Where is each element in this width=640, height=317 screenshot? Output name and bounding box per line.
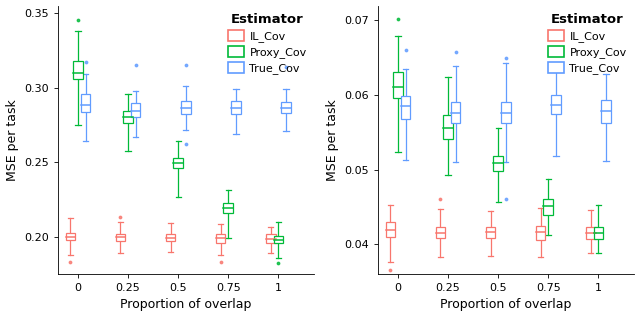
Bar bbox=[116, 234, 125, 241]
Bar bbox=[501, 102, 511, 123]
Bar bbox=[273, 236, 283, 243]
Bar bbox=[266, 234, 276, 243]
Bar bbox=[216, 234, 225, 243]
Bar bbox=[131, 103, 140, 117]
Bar bbox=[401, 96, 410, 119]
Bar bbox=[451, 102, 460, 123]
Bar bbox=[166, 234, 175, 241]
Bar bbox=[586, 227, 596, 239]
Bar bbox=[536, 226, 545, 240]
Bar bbox=[393, 72, 403, 98]
Bar bbox=[601, 100, 611, 123]
Bar bbox=[223, 203, 233, 213]
Bar bbox=[73, 61, 83, 79]
Legend: IL_Cov, Proxy_Cov, True_Cov: IL_Cov, Proxy_Cov, True_Cov bbox=[546, 11, 629, 76]
Bar bbox=[486, 227, 495, 238]
Bar bbox=[436, 227, 445, 238]
Bar bbox=[593, 227, 603, 239]
Bar bbox=[65, 233, 75, 240]
X-axis label: Proportion of overlap: Proportion of overlap bbox=[440, 298, 572, 311]
Bar bbox=[81, 94, 90, 112]
Bar bbox=[281, 102, 291, 113]
Bar bbox=[543, 199, 553, 215]
Bar bbox=[181, 101, 191, 113]
Y-axis label: MSE per task: MSE per task bbox=[6, 99, 19, 181]
Bar bbox=[385, 222, 395, 237]
Y-axis label: MSE per task: MSE per task bbox=[326, 99, 339, 181]
Bar bbox=[124, 111, 133, 123]
Bar bbox=[551, 94, 561, 113]
Bar bbox=[231, 101, 241, 114]
Bar bbox=[493, 156, 503, 171]
Bar bbox=[173, 158, 183, 168]
Bar bbox=[444, 115, 453, 139]
X-axis label: Proportion of overlap: Proportion of overlap bbox=[120, 298, 252, 311]
Legend: IL_Cov, Proxy_Cov, True_Cov: IL_Cov, Proxy_Cov, True_Cov bbox=[226, 11, 309, 76]
